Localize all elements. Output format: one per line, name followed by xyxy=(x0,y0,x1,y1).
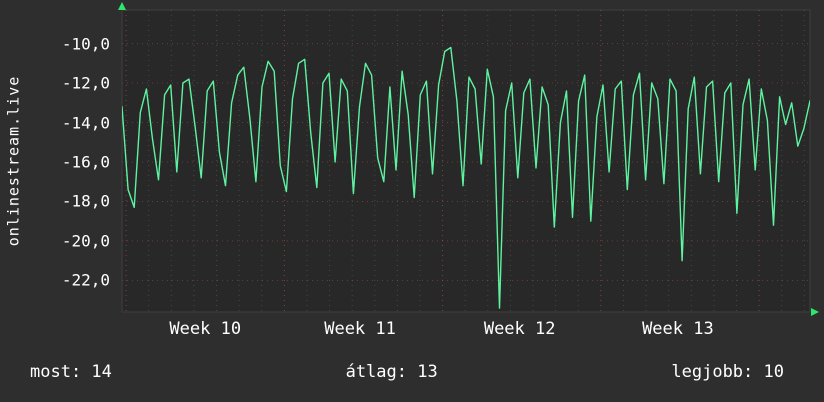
stat-best: legjobb: 10 xyxy=(671,362,784,382)
x-axis-arrow-icon xyxy=(811,308,819,316)
y-tick-label: -12,0 xyxy=(61,73,110,93)
stat-average: átlag: 13 xyxy=(345,362,438,382)
x-tick-label: Week 13 xyxy=(642,319,714,339)
y-axis-title: onlinestream.live xyxy=(0,10,26,312)
y-axis-tick-labels: -10,0 -12,0 -14,0 -16,0 -18,0 -20,0 -22,0 xyxy=(26,10,110,312)
x-tick-label: Week 11 xyxy=(324,319,396,339)
stat-most: most: 14 xyxy=(30,362,112,382)
x-tick-label: Week 10 xyxy=(169,319,242,339)
x-axis-tick-labels: Week 10 Week 11 Week 12 Week 13 xyxy=(122,319,810,345)
x-tick-label: Week 12 xyxy=(483,319,556,339)
y-tick-label: -10,0 xyxy=(61,34,110,54)
y-axis-arrow-icon xyxy=(118,2,126,10)
y-tick-label: -16,0 xyxy=(61,152,110,172)
y-tick-label: -20,0 xyxy=(61,231,110,251)
y-tick-label: -14,0 xyxy=(61,113,110,132)
stats-footer: most: 14 átlag: 13 legjobb: 10 xyxy=(0,360,824,384)
y-tick-label: -22,0 xyxy=(61,270,110,290)
data-line xyxy=(122,46,810,309)
y-axis-title-text: onlinestream.live xyxy=(4,75,22,247)
y-tick-label: -18,0 xyxy=(61,191,110,211)
